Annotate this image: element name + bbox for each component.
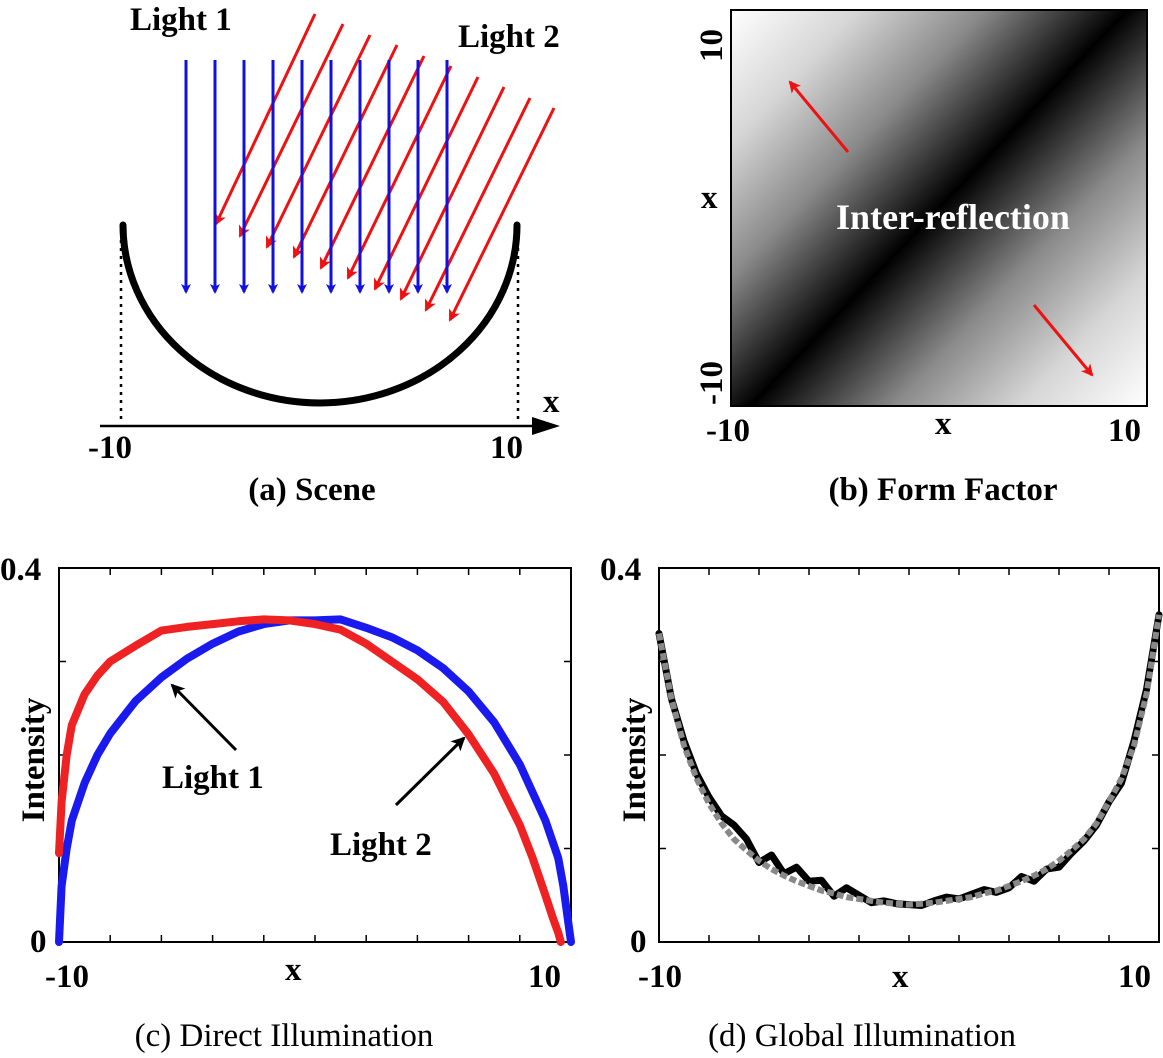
scene-x-axis-arrowhead [532, 417, 560, 435]
light2-ray [238, 23, 345, 238]
interreflection-arrow-up [788, 80, 850, 153]
scene-tick-min: -10 [88, 430, 132, 466]
panel-d-global-illumination: Intensity 0.4 0 -10 x 10 (d) Global Illu… [600, 552, 1163, 1054]
direct-xlabel: x [285, 952, 302, 988]
light2-ray [292, 44, 399, 259]
direct-plot [55, 567, 575, 946]
global-xtick-max: 10 [1118, 959, 1151, 995]
light2-ray [346, 65, 453, 280]
light2-ray [214, 13, 317, 226]
direct-xtick-min: -10 [45, 959, 89, 995]
global-xtick-min: -10 [638, 959, 682, 995]
light2-rays [214, 13, 556, 322]
panel-a-scene: Light 1 Light 2 x -10 10 (a) Scene [88, 2, 560, 508]
ff-ytick-max: 10 [694, 29, 730, 62]
scene-tick-max: 10 [490, 430, 523, 466]
global-xlabel: x [892, 959, 909, 995]
light2-ray [399, 86, 506, 301]
global-ytick-max: 0.4 [600, 552, 641, 588]
concave-surface [119, 221, 521, 407]
direct-ytick-max: 0.4 [0, 552, 41, 588]
global-plot-frame [658, 567, 1160, 943]
direct-ylabel: Intensity [16, 697, 52, 822]
direct-ytick-min: 0 [30, 924, 47, 960]
light2-ray [265, 34, 372, 249]
scene-x-label: x [543, 384, 560, 420]
direct-light2-annotation: Light 2 [330, 827, 432, 863]
global-plot [655, 567, 1163, 943]
ff-ytick-min: -10 [694, 361, 730, 405]
ff-xtick-max: 10 [1108, 413, 1141, 449]
light2-ray [424, 97, 532, 312]
global-ylabel: Intensity [617, 697, 653, 822]
light1-rays [181, 60, 452, 294]
caption-a: (a) Scene [248, 472, 375, 508]
caption-d: (d) Global Illumination [708, 1018, 1016, 1054]
light1-pointer-arrow [170, 683, 238, 752]
ff-xlabel: x [935, 406, 952, 442]
direct-light1-annotation: Light 1 [162, 760, 264, 796]
direct-xtick-max: 10 [528, 959, 561, 995]
global-series-1-line [655, 611, 1163, 909]
light2-ray [373, 76, 480, 291]
panel-c-direct-illumination: Light 1 Light 2 Intensity 0.4 0 -10 x 10… [0, 552, 575, 1054]
caption-c: (c) Direct Illumination [135, 1018, 434, 1054]
panel-b-form-factor: Inter-reflection x 10 -10 -10 x 10 (b) F… [694, 9, 1148, 508]
caption-b: (b) Form Factor [828, 472, 1057, 508]
light2-pointer-arrow [394, 736, 466, 807]
interreflection-label: Inter-reflection [836, 197, 1070, 237]
global-ytick-min: 0 [630, 924, 647, 960]
light2-ray [448, 107, 556, 322]
ff-ylabel: x [701, 180, 718, 216]
ff-xtick-min: -10 [706, 413, 750, 449]
direct-series-2-line [55, 615, 565, 946]
light2-ray [319, 55, 426, 270]
interreflection-arrow-down [1032, 304, 1094, 377]
form-factor-heatmap [730, 9, 1148, 407]
global-series-2-line [656, 614, 1162, 908]
light2-label: Light 2 [458, 19, 560, 55]
light1-label: Light 1 [130, 2, 232, 38]
